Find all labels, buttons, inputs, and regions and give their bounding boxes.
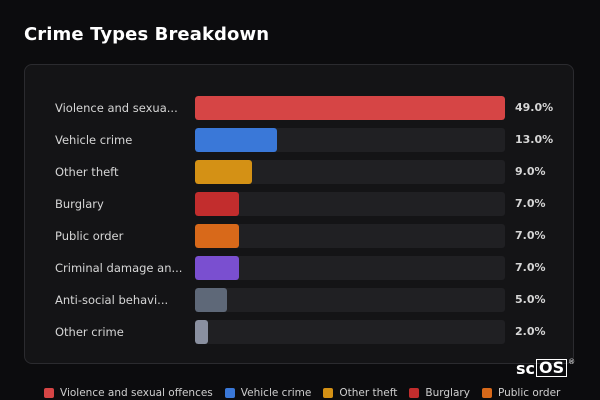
bar-category-label: Other theft (55, 165, 119, 179)
bar-track (195, 192, 505, 216)
legend-swatch (323, 388, 334, 398)
legend-item: Public order (481, 387, 561, 399)
bar-track (195, 160, 505, 184)
legend-item: Other theft (323, 387, 397, 399)
bar-track (195, 256, 505, 280)
legend-label: Burglary (425, 387, 470, 399)
bar-row: Other theft 9.0% (25, 160, 573, 184)
bar-category-label: Public order (55, 229, 124, 243)
chart-legend: Violence and sexual offences Vehicle crim… (44, 386, 600, 400)
bar-category-label: Vehicle crime (55, 133, 133, 147)
bar-row: Public order 7.0% (25, 224, 573, 248)
bar (195, 96, 505, 120)
bar-category-label: Anti-social behavi... (55, 293, 169, 307)
legend-item: Violence and sexual offences (44, 387, 213, 399)
bar-value-label: 9.0% (515, 165, 546, 178)
bar-row: Anti-social behavi... 5.0% (25, 288, 573, 312)
bar-row: Burglary 7.0% (25, 192, 573, 216)
bar-value-label: 7.0% (515, 229, 546, 242)
legend-label: Vehicle crime (240, 387, 312, 399)
bar-row: Criminal damage an... 7.0% (25, 256, 573, 280)
bar (195, 288, 227, 312)
bar (195, 128, 278, 152)
bar (195, 160, 252, 184)
legend-label: Violence and sexual offences (60, 387, 213, 399)
bar (195, 224, 240, 248)
chart-card: Violence and sexua... 49.0% Vehicle crime 1… (24, 64, 574, 364)
bar-track (195, 128, 505, 152)
bar-category-label: Criminal damage an... (55, 261, 183, 275)
bar-row: Vehicle crime 13.0% (25, 128, 573, 152)
bar-track (195, 224, 505, 248)
scos-logo: sc OS ® (516, 358, 575, 378)
bar (195, 256, 240, 280)
bar-value-label: 13.0% (515, 133, 554, 146)
bar-value-label: 5.0% (515, 293, 546, 306)
legend-item: Vehicle crime (224, 387, 312, 399)
bar-value-label: 7.0% (515, 261, 546, 274)
legend-swatch (44, 388, 54, 398)
chart-title: Crime Types Breakdown (24, 24, 270, 45)
bar-track (195, 96, 505, 120)
bar-value-label: 7.0% (515, 197, 546, 210)
bar (195, 192, 240, 216)
legend-swatch (409, 388, 420, 398)
legend-label: Public order (497, 387, 561, 399)
bar-category-label: Violence and sexua... (55, 101, 178, 115)
bar-row: Other crime 2.0% (25, 320, 573, 344)
logo-prefix: sc (516, 358, 536, 378)
bar-value-label: 49.0% (515, 101, 554, 114)
legend-label: Other theft (339, 387, 398, 399)
bar-category-label: Burglary (55, 197, 104, 211)
bar-value-label: 2.0% (515, 325, 546, 338)
legend-swatch (481, 388, 492, 398)
bar-track (195, 320, 505, 344)
bar-row: Violence and sexua... 49.0% (25, 96, 573, 120)
logo-boxed-text: OS (536, 359, 568, 377)
legend-item: Burglary (409, 387, 470, 399)
bar-track (195, 288, 505, 312)
legend-swatch (224, 388, 235, 398)
bar (195, 320, 208, 344)
logo-registered-mark: ® (568, 358, 576, 366)
bar-category-label: Other crime (55, 325, 124, 339)
